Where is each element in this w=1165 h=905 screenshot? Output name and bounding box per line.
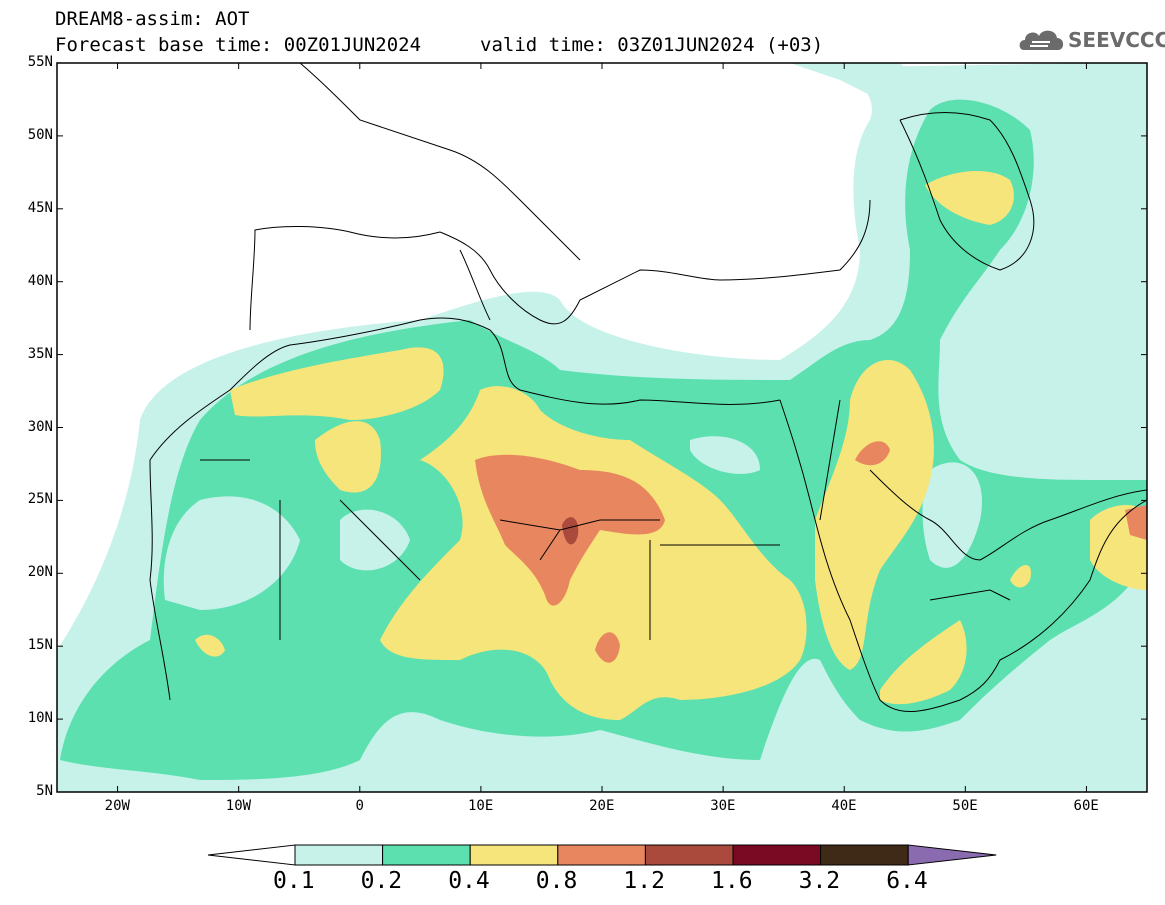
lat-label: 55N — [27, 54, 53, 70]
lon-label: 20W — [104, 798, 130, 814]
lat-label: 15N — [27, 637, 53, 654]
lat-label: 30N — [27, 418, 53, 435]
colorbar-min-arrow — [207, 844, 296, 866]
colorbar-label: 3.2 — [798, 868, 841, 894]
aot-field — [57, 63, 1147, 792]
lon-label: 30E — [710, 798, 736, 814]
colorbar-segment — [469, 844, 559, 866]
logo-text: SEEVCCC — [1068, 28, 1165, 52]
lat-label: 50N — [27, 126, 53, 143]
colorbar-segment — [557, 844, 646, 866]
colorbar-label: 1.2 — [623, 868, 665, 894]
colorbar — [207, 844, 997, 866]
axis-ticks — [57, 62, 1147, 793]
colorbar-label: 0.4 — [448, 868, 490, 894]
lat-label: 10N — [27, 710, 53, 727]
title-valid-time: valid time: 03Z01JUN2024 (+03) — [480, 34, 824, 56]
lon-label: 10W — [225, 798, 252, 814]
colorbar-label: 1.6 — [711, 868, 753, 894]
coastlines — [149, 63, 1147, 713]
colorbar-segment — [820, 844, 909, 866]
colorbar-segment — [382, 844, 471, 866]
lat-label: 25N — [27, 491, 53, 508]
colorbar-label: 0.1 — [273, 868, 315, 894]
colorbar-segment — [644, 844, 734, 866]
title-model: DREAM8-assim: AOT — [55, 8, 250, 30]
lon-label: 40E — [831, 798, 857, 814]
colorbar-max-arrow — [907, 844, 997, 866]
cloud-icon — [1019, 30, 1064, 50]
lat-label: 35N — [27, 345, 53, 362]
colorbar-segment — [294, 844, 384, 866]
lat-label: 5N — [36, 783, 53, 799]
lat-label: 20N — [27, 564, 53, 581]
colorbar-label: 0.2 — [360, 868, 403, 894]
title-base-time: Forecast base time: 00Z01JUN2024 — [55, 34, 422, 56]
lon-label: 0 — [355, 798, 364, 814]
colorbar-label: 6.4 — [886, 868, 928, 894]
colorbar-label: 0.8 — [535, 868, 578, 894]
lon-label: 60E — [1073, 798, 1099, 814]
lat-label: 40N — [27, 272, 53, 289]
lon-label: 50E — [952, 798, 978, 814]
lon-label: 10E — [467, 798, 494, 814]
lat-label: 45N — [27, 199, 53, 216]
lon-label: 20E — [589, 798, 615, 814]
colorbar-segment — [732, 844, 822, 866]
